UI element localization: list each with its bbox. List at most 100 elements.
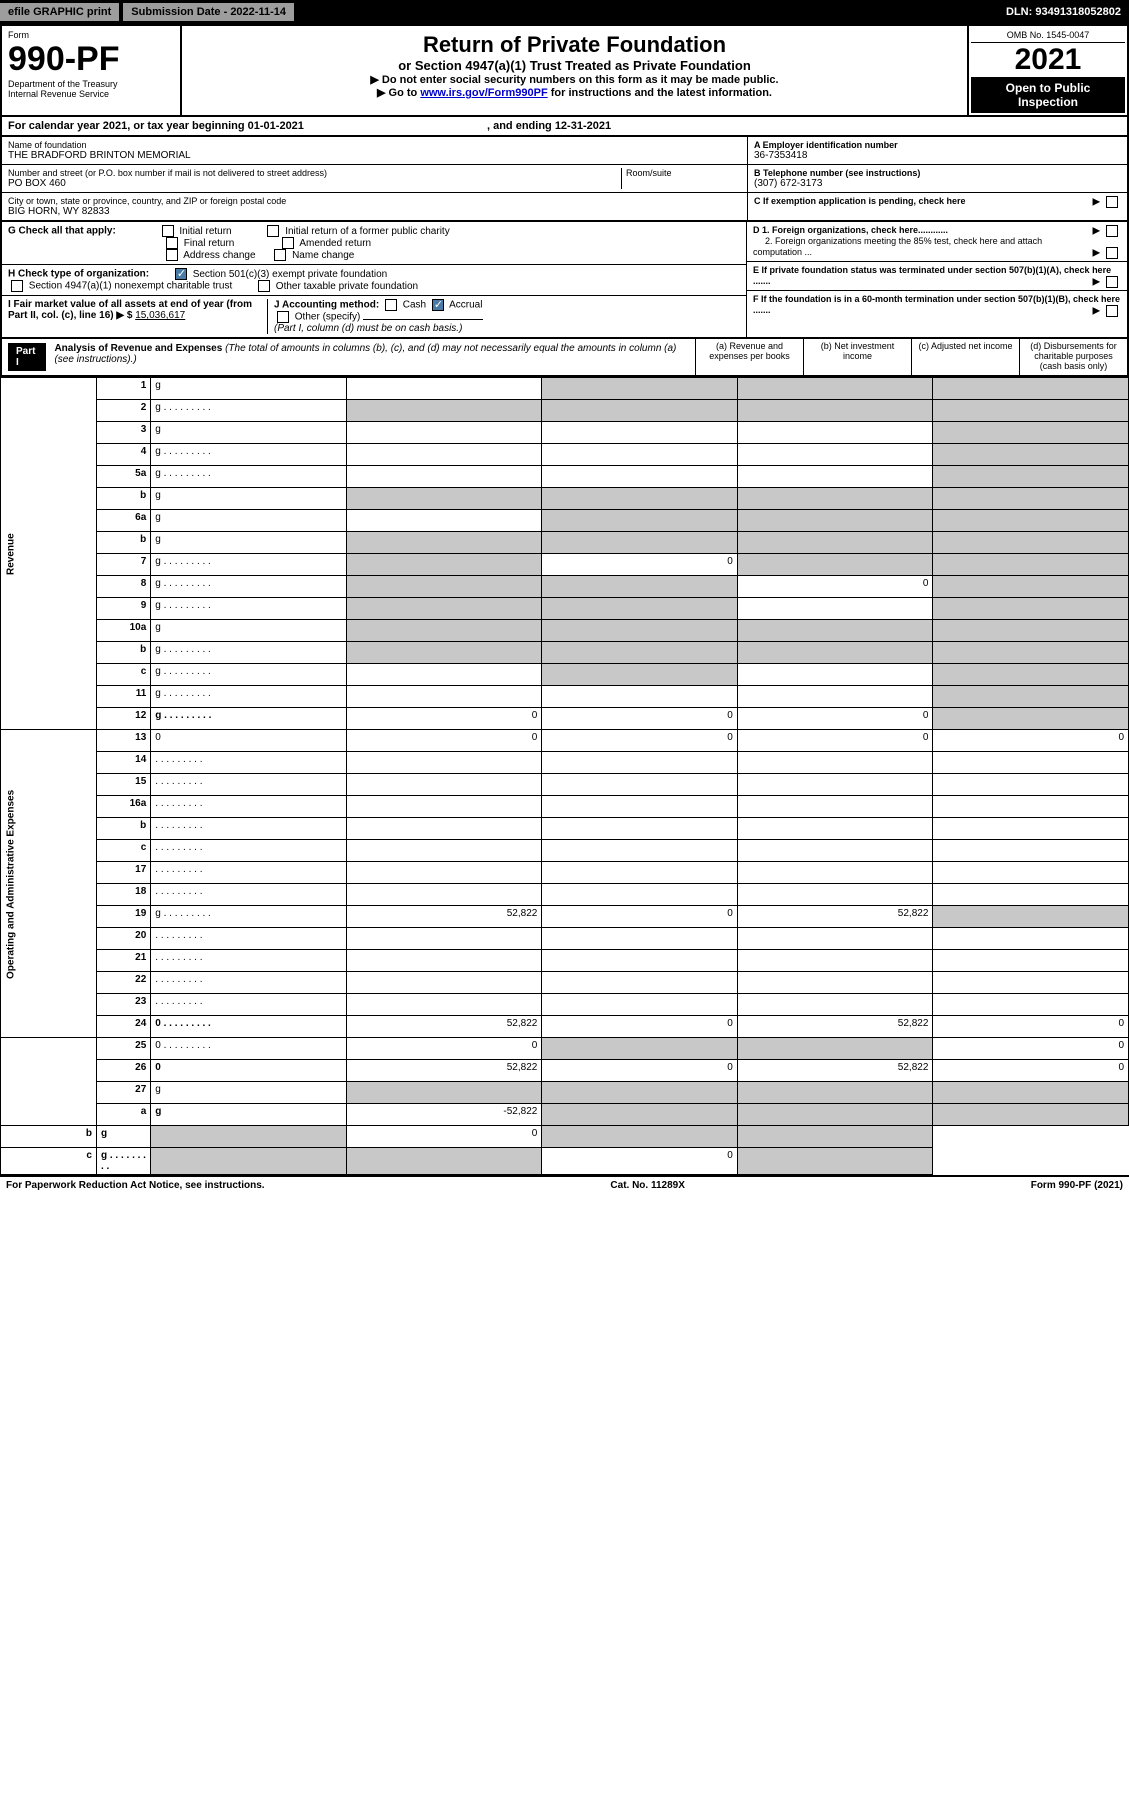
ein-label: A Employer identification number (754, 140, 1121, 150)
cell-d (933, 994, 1129, 1016)
part1-table: Revenue1g2g3g4g5agbg6agbg7g08g09g10agbgc… (0, 377, 1129, 1175)
irs: Internal Revenue Service (8, 89, 174, 99)
table-row: 14 (1, 752, 1129, 774)
line-desc: g (151, 488, 347, 510)
line-desc: g (151, 378, 347, 400)
j2-checkbox[interactable] (432, 299, 444, 311)
table-row: Revenue1g (1, 378, 1129, 400)
j3-checkbox[interactable] (277, 311, 289, 323)
cell-d (933, 884, 1129, 906)
line-desc: 0 (151, 1016, 347, 1038)
cell-b (542, 400, 738, 422)
cell-a: 52,822 (346, 1060, 542, 1082)
cell-b: 0 (542, 708, 738, 730)
line-desc: g (151, 554, 347, 576)
cell-c (737, 950, 933, 972)
d2-label: 2. Foreign organizations meeting the 85%… (753, 236, 1042, 257)
cell-b (542, 664, 738, 686)
d2-checkbox[interactable] (1106, 247, 1118, 259)
cell-c (737, 686, 933, 708)
part1-header: Part I Analysis of Revenue and Expenses … (0, 339, 1129, 377)
line-desc (151, 884, 347, 906)
cell-a: 0 (346, 730, 542, 752)
table-row: 5ag (1, 466, 1129, 488)
col-b-header: (b) Net investment income (803, 339, 911, 375)
table-row: bg0 (1, 1126, 1129, 1148)
e-checkbox[interactable] (1106, 276, 1118, 288)
cell-b: 0 (542, 1060, 738, 1082)
table-row: 25000 (1, 1038, 1129, 1060)
cell-a (346, 1082, 542, 1104)
cell-a (346, 400, 542, 422)
cell-a (346, 862, 542, 884)
cell-b (542, 1082, 738, 1104)
footer-right: Form 990-PF (2021) (1031, 1180, 1123, 1191)
line-desc: g (151, 1082, 347, 1104)
cell-d (933, 708, 1129, 730)
cell-a (346, 532, 542, 554)
h1-checkbox[interactable] (175, 268, 187, 280)
cell-d (933, 466, 1129, 488)
cell-d (933, 818, 1129, 840)
cell-c (737, 862, 933, 884)
cell-d (933, 598, 1129, 620)
line-number: 27 (96, 1082, 150, 1104)
cell-d (933, 796, 1129, 818)
cell-d: 0 (933, 1038, 1129, 1060)
h2-checkbox[interactable] (11, 280, 23, 292)
line-number: 24 (96, 1016, 150, 1038)
cell-b (542, 510, 738, 532)
line-desc: g (151, 620, 347, 642)
col-a-header: (a) Revenue and expenses per books (695, 339, 803, 375)
table-row: cg (1, 664, 1129, 686)
d1-checkbox[interactable] (1106, 225, 1118, 237)
cell-d (933, 972, 1129, 994)
cell-a (346, 796, 542, 818)
g3-checkbox[interactable] (166, 237, 178, 249)
cell-d (933, 752, 1129, 774)
f-checkbox[interactable] (1106, 305, 1118, 317)
g1-checkbox[interactable] (162, 225, 174, 237)
cell-a (346, 686, 542, 708)
form-link[interactable]: www.irs.gov/Form990PF (420, 87, 547, 99)
opex-label: Operating and Administrative Expenses (1, 730, 97, 1038)
cell-a (346, 642, 542, 664)
cell-c (737, 444, 933, 466)
cell-b (542, 378, 738, 400)
cell-a (346, 840, 542, 862)
cell-d: 0 (933, 730, 1129, 752)
line-desc (151, 774, 347, 796)
line-number: 18 (96, 884, 150, 906)
g2-checkbox[interactable] (267, 225, 279, 237)
line-number: c (96, 840, 150, 862)
cell-a: 52,822 (346, 1016, 542, 1038)
j-label: J Accounting method: (274, 300, 379, 311)
line-number: 22 (96, 972, 150, 994)
col-d-header: (d) Disbursements for charitable purpose… (1019, 339, 1127, 375)
g5-checkbox[interactable] (166, 249, 178, 261)
f-label: F If the foundation is in a 60-month ter… (753, 294, 1120, 315)
cell-b (542, 928, 738, 950)
cell-c: 0 (737, 708, 933, 730)
table-row: 19g52,822052,822 (1, 906, 1129, 928)
cell-c (737, 642, 933, 664)
h3-checkbox[interactable] (258, 280, 270, 292)
cell-b: 0 (542, 554, 738, 576)
cell-c: 52,822 (737, 906, 933, 928)
efile-label[interactable]: efile GRAPHIC print (0, 3, 119, 21)
line-desc (151, 840, 347, 862)
c-checkbox[interactable] (1106, 196, 1118, 208)
cell-a (346, 488, 542, 510)
cell-b (542, 466, 738, 488)
cell-d: 0 (933, 1060, 1129, 1082)
g4-checkbox[interactable] (282, 237, 294, 249)
cell-b (542, 598, 738, 620)
cell-d (933, 444, 1129, 466)
g6-checkbox[interactable] (274, 249, 286, 261)
dept: Department of the Treasury (8, 79, 174, 89)
cell-a (346, 950, 542, 972)
cell-c: 0 (542, 1148, 738, 1175)
cell-a (346, 576, 542, 598)
j1-checkbox[interactable] (385, 299, 397, 311)
cell-a (346, 510, 542, 532)
